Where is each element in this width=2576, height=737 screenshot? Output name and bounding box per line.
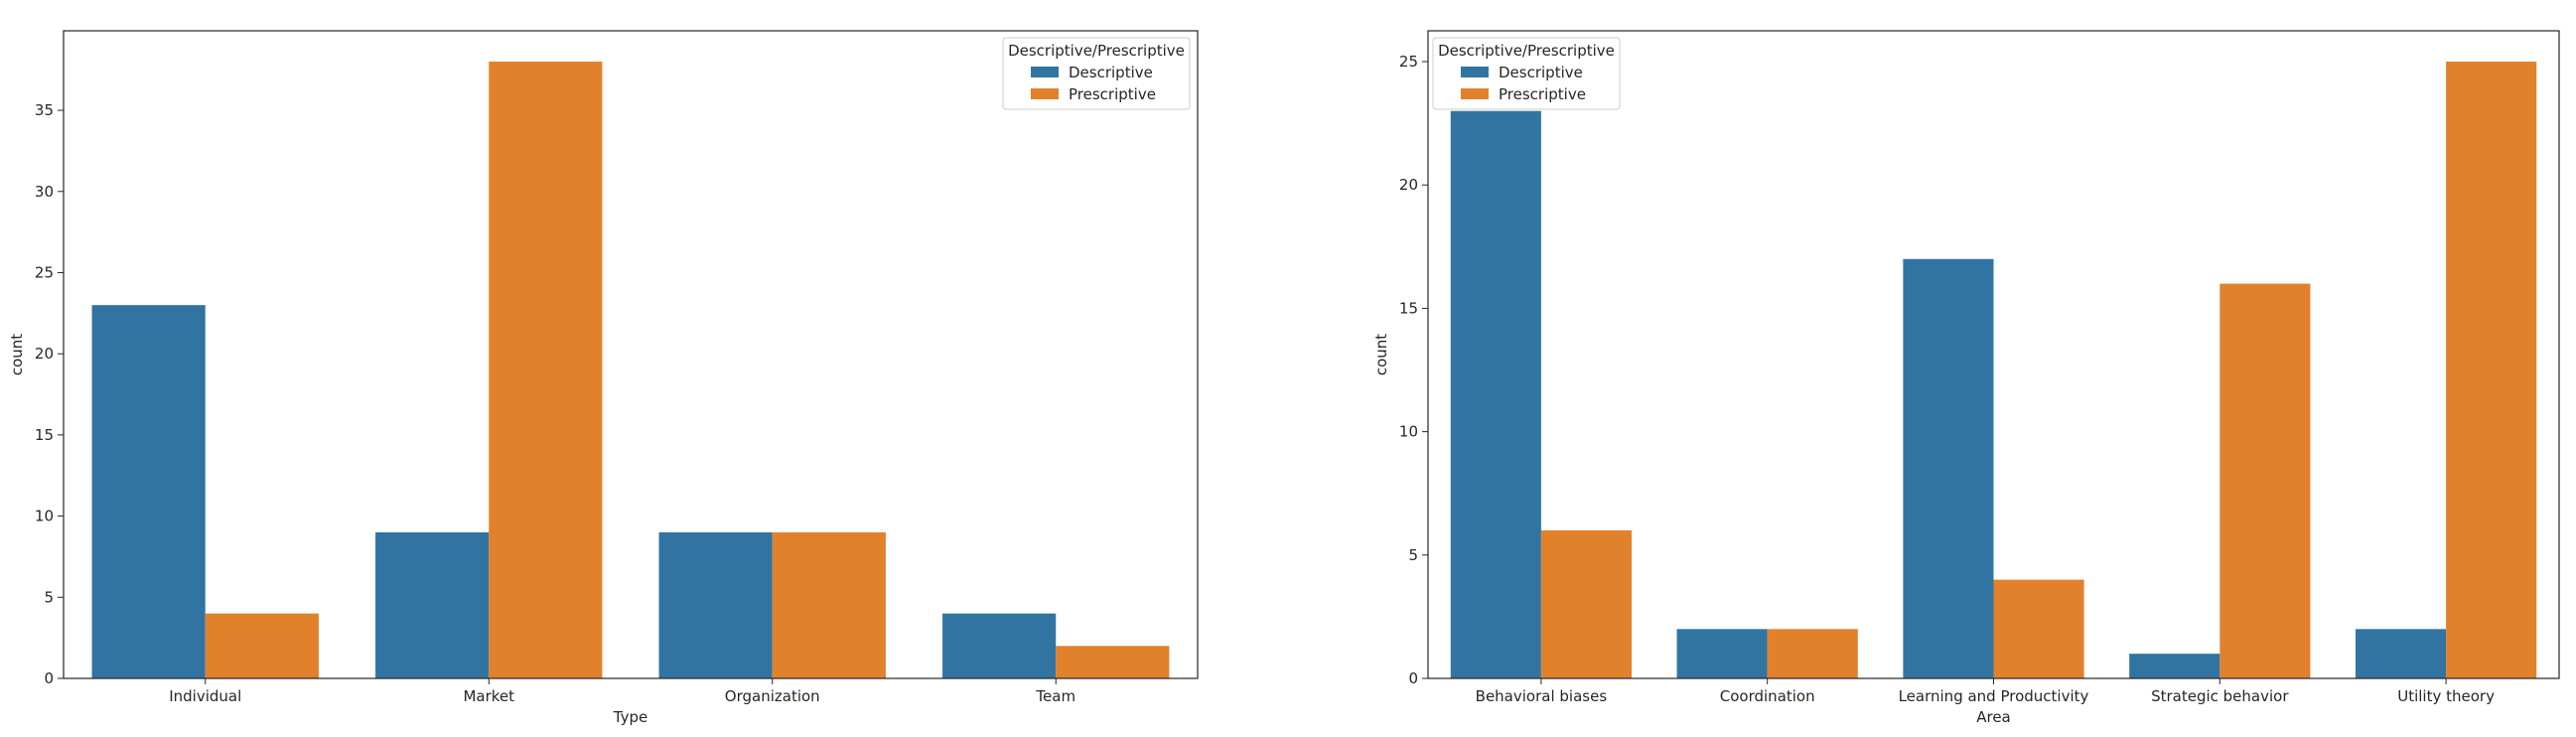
bar-prescriptive-1 (489, 62, 603, 679)
y-tick-label: 20 (35, 345, 54, 363)
x-tick-label: Coordination (1720, 687, 1815, 705)
y-tick-label: 0 (44, 669, 54, 687)
bar-prescriptive-3 (2219, 283, 2311, 678)
legend-swatch-prescriptive (1461, 88, 1489, 99)
legend-swatch-prescriptive (1031, 88, 1059, 99)
plot-frame (1427, 30, 2560, 679)
x-tick-label: Strategic behavior (2151, 687, 2289, 705)
bar-prescriptive-1 (1767, 629, 1858, 678)
y-axis-label: count (1372, 334, 1390, 375)
chart-by-area: 0 5 10 15 20 25 Behavioral biases Coordination L… (1372, 30, 2560, 726)
y-tick-label: 5 (1408, 546, 1418, 564)
legend-swatch-descriptive (1031, 67, 1059, 77)
y-tick-label: 20 (1399, 176, 1418, 194)
bar-descriptive-0 (1450, 110, 1541, 678)
x-tick-label: Learning and Productivity (1899, 687, 2089, 705)
bar-descriptive-2 (1903, 258, 1994, 678)
bar-prescriptive-3 (1056, 646, 1170, 678)
legend-label-prescriptive: Prescriptive (1499, 85, 1586, 103)
bar-descriptive-0 (91, 305, 206, 678)
chart-by-type: 0 5 10 15 20 25 30 35 Individual Market Organizati… (8, 30, 1199, 726)
bar-descriptive-4 (2355, 629, 2447, 678)
bar-prescriptive-0 (205, 613, 319, 678)
legend-label-descriptive: Descriptive (1069, 64, 1153, 81)
bar-descriptive-3 (942, 613, 1057, 678)
bar-descriptive-2 (658, 531, 773, 678)
x-axis-label: Area (1976, 708, 2011, 726)
legend-title: Descriptive/Prescriptive (1438, 42, 1615, 60)
x-tick-label: Organization (725, 687, 820, 705)
y-tick-label: 15 (1399, 299, 1418, 317)
x-tick-label: Individual (169, 687, 241, 705)
bar-prescriptive-0 (1540, 529, 1633, 678)
x-tick-label: Utility theory (2397, 687, 2495, 705)
x-tick-label: Team (1035, 687, 1075, 705)
legend-label-prescriptive: Prescriptive (1069, 85, 1156, 103)
x-tick-label: Market (463, 687, 514, 705)
x-axis-label: Type (613, 708, 647, 726)
bar-prescriptive-2 (772, 531, 886, 678)
y-axis-label: count (8, 334, 26, 375)
y-tick-label: 10 (35, 508, 54, 525)
y-tick-label: 35 (35, 101, 54, 119)
y-tick-label: 25 (35, 263, 54, 281)
legend-label-descriptive: Descriptive (1499, 64, 1583, 81)
legend-swatch-descriptive (1461, 67, 1489, 77)
y-tick-label: 0 (1408, 669, 1418, 687)
bar-prescriptive-4 (2446, 62, 2537, 679)
y-tick-label: 30 (35, 183, 54, 201)
x-tick-label: Behavioral biases (1476, 687, 1608, 705)
bar-descriptive-1 (375, 531, 490, 678)
bar-prescriptive-2 (1993, 579, 2084, 678)
y-tick-label: 25 (1399, 53, 1418, 71)
legend-title: Descriptive/Prescriptive (1008, 42, 1185, 60)
bar-descriptive-3 (2129, 654, 2220, 678)
y-tick-label: 15 (35, 426, 54, 444)
bar-descriptive-1 (1676, 629, 1768, 678)
plot-frame (63, 30, 1199, 679)
y-tick-label: 5 (44, 588, 54, 606)
y-tick-label: 10 (1399, 423, 1418, 441)
